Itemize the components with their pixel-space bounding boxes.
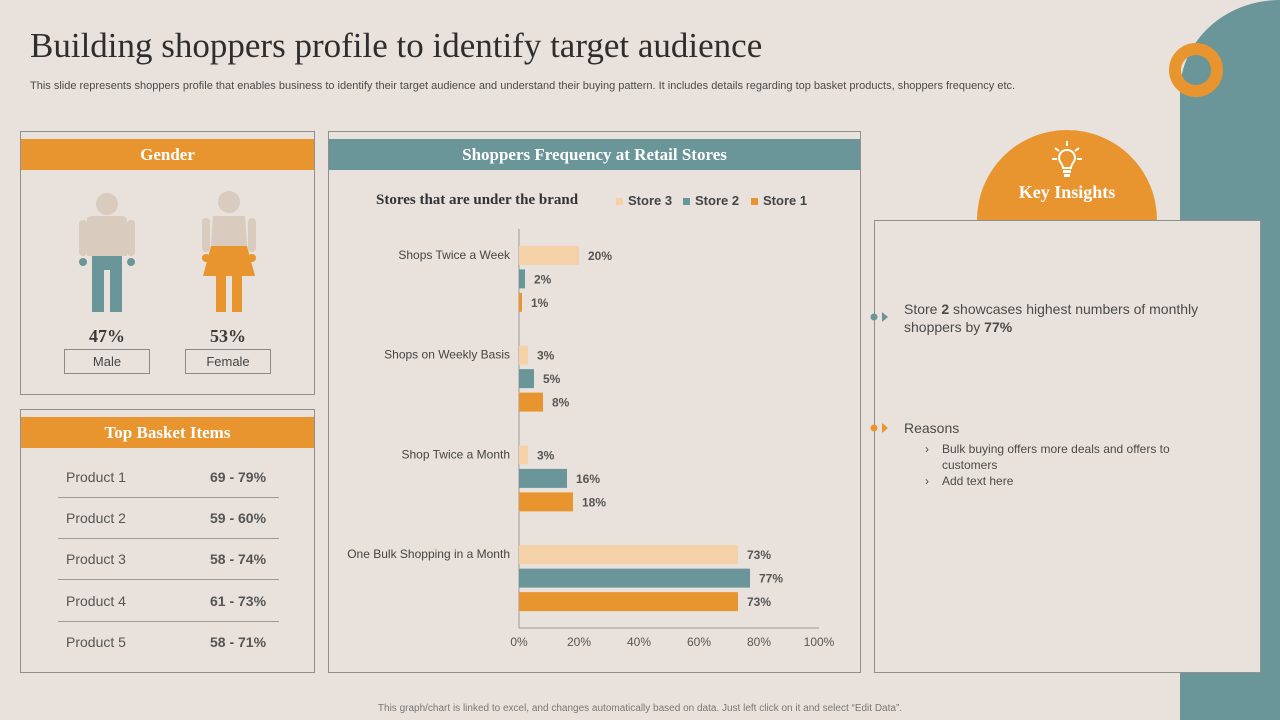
male-label: Male xyxy=(64,349,150,374)
category-label: Shop Twice a Month xyxy=(401,447,510,461)
bar xyxy=(519,369,534,389)
bar xyxy=(519,245,579,265)
insights-header: Key Insights xyxy=(1018,182,1116,202)
basket-row: Product 3 58 - 74% xyxy=(58,539,279,580)
bar xyxy=(519,568,750,588)
category-label: One Bulk Shopping in a Month xyxy=(347,547,510,561)
data-label: 20% xyxy=(588,249,612,263)
bar xyxy=(519,345,528,365)
chart-subtitle: Stores that are under the brand xyxy=(376,192,579,208)
product-name: Product 2 xyxy=(66,510,126,526)
basket-header: Top Basket Items xyxy=(21,417,314,448)
female-person-icon xyxy=(202,191,256,312)
legend-store-1: Store 1 xyxy=(751,193,807,208)
insight-point: Store 2 showcases highest numbers of mon… xyxy=(904,301,1199,335)
x-tick-label: 80% xyxy=(747,635,771,649)
data-label: 18% xyxy=(582,495,606,509)
insights-box-cover xyxy=(874,220,1261,673)
reasons-title: Reasons xyxy=(904,420,960,436)
data-label: 16% xyxy=(576,472,600,486)
legend-store-3: Store 3 xyxy=(616,193,672,208)
category-label: Shops on Weekly Basis xyxy=(384,348,510,362)
x-tick-label: 100% xyxy=(804,635,835,649)
basket-row: Product 1 69 - 79% xyxy=(58,457,279,498)
data-label: 3% xyxy=(537,349,555,363)
data-label: 2% xyxy=(534,272,552,286)
bar xyxy=(519,269,525,289)
gender-panel: Gender 47% 53% Male Female xyxy=(20,131,315,395)
bar xyxy=(519,592,738,612)
reason-chevron-icon: › xyxy=(925,442,929,456)
category-label: Shops Twice a Week xyxy=(398,248,511,262)
product-range: 61 - 73% xyxy=(210,593,267,609)
product-range: 59 - 60% xyxy=(210,510,267,526)
data-label: 5% xyxy=(543,372,561,386)
basket-row: Product 5 58 - 71% xyxy=(58,622,279,663)
basket-row: Product 2 59 - 60% xyxy=(58,498,279,539)
product-range: 69 - 79% xyxy=(210,469,267,485)
bar xyxy=(519,468,567,488)
data-label: 77% xyxy=(759,572,783,586)
bar xyxy=(519,392,543,412)
basket-row: Product 4 61 - 73% xyxy=(58,581,279,622)
basket-panel: Top Basket Items Product 1 69 - 79% Prod… xyxy=(20,409,315,673)
x-tick-label: 40% xyxy=(627,635,651,649)
bar xyxy=(519,292,522,312)
product-range: 58 - 71% xyxy=(210,634,267,650)
x-tick-label: 60% xyxy=(687,635,711,649)
page-subtitle: This slide represents shoppers profile t… xyxy=(30,80,1016,92)
x-tick-label: 20% xyxy=(567,635,591,649)
frequency-header: Shoppers Frequency at Retail Stores xyxy=(329,139,860,170)
gender-header: Gender xyxy=(21,139,314,170)
bar xyxy=(519,545,738,565)
data-label: 73% xyxy=(747,548,771,562)
page-title: Building shoppers profile to identify ta… xyxy=(30,26,763,65)
data-label: 3% xyxy=(537,448,555,462)
product-name: Product 3 xyxy=(66,551,126,567)
data-label: 8% xyxy=(552,396,570,410)
reason-item: Add text here xyxy=(942,474,1014,488)
female-percent: 53% xyxy=(210,326,246,346)
product-name: Product 5 xyxy=(66,634,126,650)
product-range: 58 - 74% xyxy=(210,551,267,567)
product-name: Product 1 xyxy=(66,469,126,485)
bar xyxy=(519,445,528,465)
footer-note: This graph/chart is linked to excel, and… xyxy=(377,703,903,714)
bar xyxy=(519,492,573,512)
product-name: Product 4 xyxy=(66,593,126,609)
legend-store-2: Store 2 xyxy=(683,193,739,208)
orange-bullet-icon xyxy=(870,423,888,433)
data-label: 73% xyxy=(747,595,771,609)
x-tick-label: 0% xyxy=(510,635,528,649)
reason-item: Bulk buying offers more deals and offers… xyxy=(942,442,1170,472)
female-label: Female xyxy=(185,349,271,374)
lightbulb-icon xyxy=(1052,141,1082,177)
male-percent: 47% xyxy=(89,326,125,346)
male-person-icon xyxy=(79,193,135,312)
teal-bullet-icon xyxy=(870,312,888,322)
reason-chevron-icon: › xyxy=(925,474,929,488)
data-label: 1% xyxy=(531,296,549,310)
